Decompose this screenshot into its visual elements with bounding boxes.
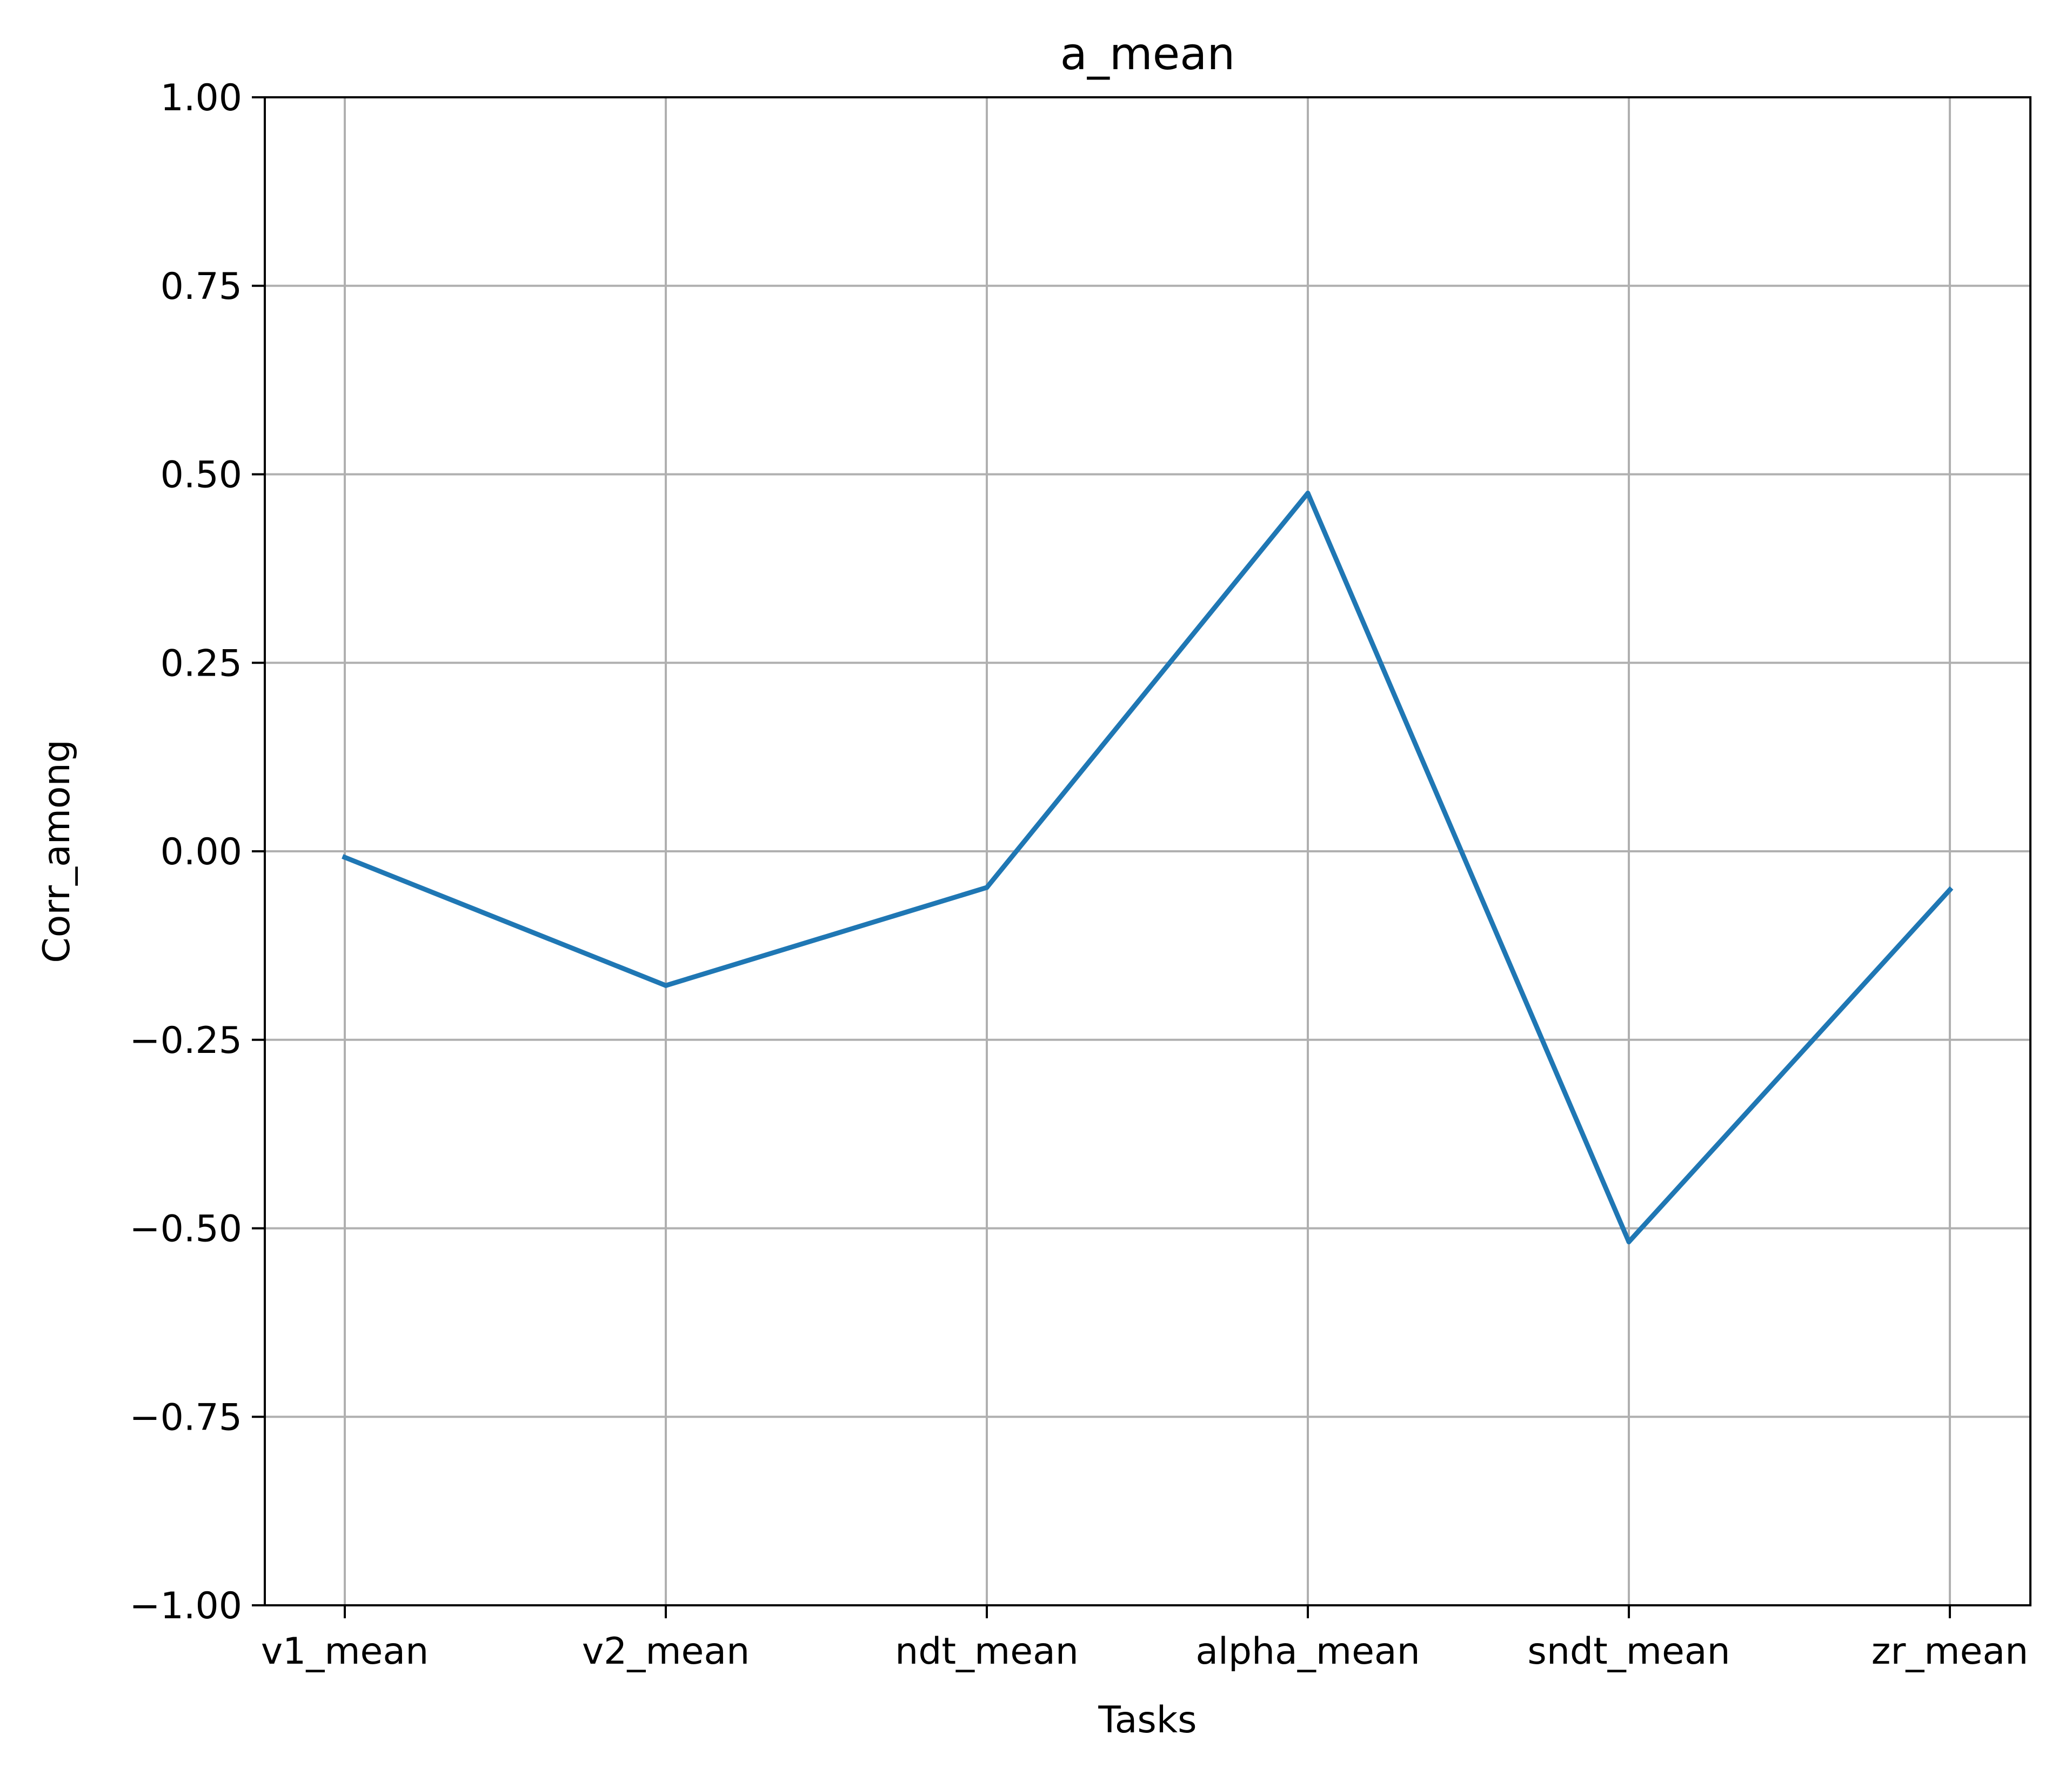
y-tick-label: −0.50: [130, 1208, 242, 1251]
y-tick-label: −0.75: [130, 1396, 242, 1439]
x-tick-label: sndt_mean: [1527, 1630, 1730, 1673]
y-tick-label: 0.75: [161, 265, 242, 308]
y-tick-label: −1.00: [130, 1585, 242, 1627]
series-layer: [342, 490, 1954, 1245]
chart-title: a_mean: [1060, 29, 1235, 80]
data-point: [1305, 490, 1311, 496]
x-tick-label: v1_mean: [261, 1630, 429, 1673]
series-line: [342, 490, 1954, 1245]
x-tick-label: zr_mean: [1872, 1630, 2029, 1673]
y-tick-label: 1.00: [161, 77, 242, 119]
x-axis-label: Tasks: [1098, 1699, 1197, 1742]
data-point: [663, 983, 669, 988]
data-point: [984, 885, 990, 890]
y-tick-label: −0.25: [130, 1019, 242, 1062]
y-tick-label: 0.50: [161, 454, 242, 497]
y-tick-label: 0.25: [161, 642, 242, 685]
data-point: [1626, 1239, 1632, 1245]
y-axis-label: Corr_among: [36, 739, 78, 963]
x-tick-label: v2_mean: [582, 1630, 750, 1673]
grid: [265, 96, 2030, 1606]
x-tick-label: alpha_mean: [1195, 1630, 1420, 1673]
y-tick-label: 0.00: [161, 831, 242, 873]
data-point: [1947, 887, 1953, 892]
ticks: v1_mean v2_mean ndt_mean alpha_mean sndt_mea…: [130, 77, 2029, 1673]
x-tick-label: ndt_mean: [895, 1630, 1079, 1673]
data-point: [342, 855, 347, 860]
